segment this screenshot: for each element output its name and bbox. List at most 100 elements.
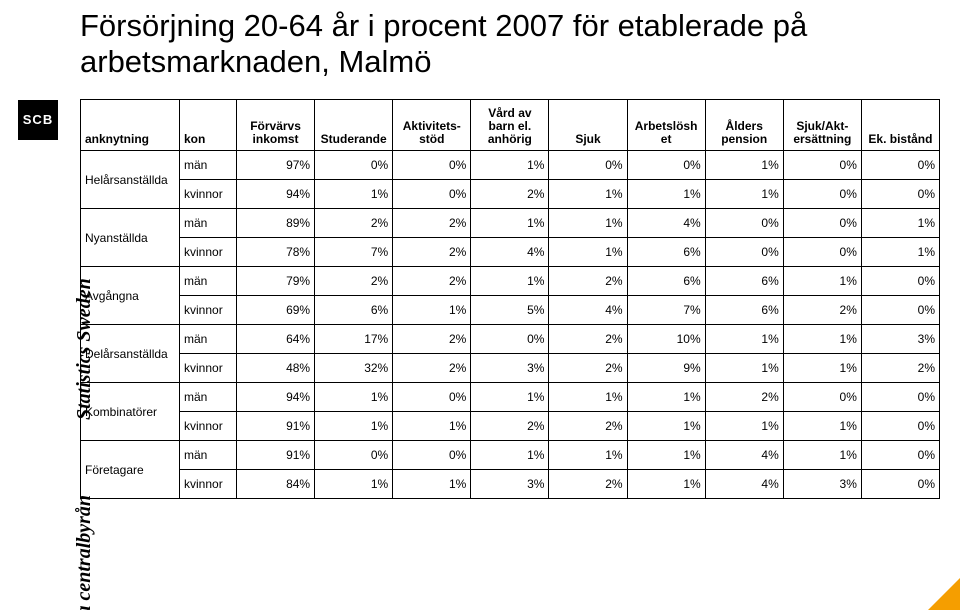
value-cell: 64% (237, 325, 315, 354)
value-cell: 78% (237, 238, 315, 267)
value-cell: 69% (237, 296, 315, 325)
value-cell: 1% (471, 383, 549, 412)
value-cell: 2% (393, 209, 471, 238)
value-cell: 1% (549, 238, 627, 267)
value-cell: 6% (705, 296, 783, 325)
value-cell: 10% (627, 325, 705, 354)
col-kon: kon (180, 100, 237, 151)
anknytning-cell: Helårsanställda (81, 151, 180, 209)
value-cell: 2% (393, 325, 471, 354)
kon-cell: kvinnor (180, 412, 237, 441)
value-cell: 0% (861, 296, 939, 325)
value-cell: 1% (627, 383, 705, 412)
value-cell: 7% (627, 296, 705, 325)
kon-cell: män (180, 383, 237, 412)
value-cell: 1% (861, 209, 939, 238)
value-cell: 0% (783, 238, 861, 267)
value-cell: 0% (783, 209, 861, 238)
value-cell: 2% (549, 354, 627, 383)
col-arbetsloshet: Arbetslösh et (627, 100, 705, 151)
value-cell: 4% (705, 441, 783, 470)
page-title: Försörjning 20-64 år i procent 2007 för … (80, 8, 940, 79)
value-cell: 1% (783, 354, 861, 383)
col-sjukakt: Sjuk/Akt- ersättning (783, 100, 861, 151)
col-studerande: Studerande (315, 100, 393, 151)
anknytning-cell: Företagare (81, 441, 180, 499)
table-row: Delårsanställdamän64%17%2%0%2%10%1%1%3% (81, 325, 940, 354)
value-cell: 1% (315, 180, 393, 209)
value-cell: 1% (471, 209, 549, 238)
value-cell: 0% (783, 151, 861, 180)
brand-sidebar: SCB Statistics Sweden Statistiska centra… (18, 100, 58, 592)
value-cell: 2% (549, 325, 627, 354)
value-cell: 2% (783, 296, 861, 325)
value-cell: 0% (861, 180, 939, 209)
value-cell: 0% (393, 383, 471, 412)
value-cell: 1% (705, 354, 783, 383)
value-cell: 0% (861, 412, 939, 441)
col-forvarvs: Förvärvs inkomst (237, 100, 315, 151)
value-cell: 1% (783, 325, 861, 354)
value-cell: 6% (705, 267, 783, 296)
table-row: kvinnor48%32%2%3%2%9%1%1%2% (81, 354, 940, 383)
value-cell: 1% (783, 441, 861, 470)
value-cell: 4% (471, 238, 549, 267)
corner-accent (928, 578, 960, 610)
kon-cell: kvinnor (180, 470, 237, 499)
value-cell: 89% (237, 209, 315, 238)
table-row: Nyanställdamän89%2%2%1%1%4%0%0%1% (81, 209, 940, 238)
value-cell: 2% (315, 267, 393, 296)
value-cell: 0% (705, 209, 783, 238)
anknytning-cell: Kombinatörer (81, 383, 180, 441)
value-cell: 1% (549, 180, 627, 209)
value-cell: 2% (549, 470, 627, 499)
value-cell: 1% (393, 470, 471, 499)
value-cell: 1% (549, 383, 627, 412)
value-cell: 0% (861, 441, 939, 470)
value-cell: 1% (315, 470, 393, 499)
col-vard: Vård av barn el. anhörig (471, 100, 549, 151)
value-cell: 2% (393, 267, 471, 296)
kon-cell: män (180, 267, 237, 296)
value-cell: 9% (627, 354, 705, 383)
value-cell: 0% (393, 151, 471, 180)
value-cell: 1% (393, 412, 471, 441)
scb-logo: SCB (18, 100, 58, 140)
value-cell: 0% (627, 151, 705, 180)
value-cell: 1% (783, 412, 861, 441)
table-row: Helårsanställdamän97%0%0%1%0%0%1%0%0% (81, 151, 940, 180)
col-bistand: Ek. bistånd (861, 100, 939, 151)
value-cell: 1% (627, 441, 705, 470)
table-row: kvinnor84%1%1%3%2%1%4%3%0% (81, 470, 940, 499)
anknytning-cell: Delårsanställda (81, 325, 180, 383)
value-cell: 4% (705, 470, 783, 499)
value-cell: 0% (393, 180, 471, 209)
value-cell: 0% (861, 470, 939, 499)
value-cell: 1% (705, 180, 783, 209)
kon-cell: män (180, 325, 237, 354)
value-cell: 4% (627, 209, 705, 238)
table-row: Företagaremän91%0%0%1%1%1%4%1%0% (81, 441, 940, 470)
value-cell: 2% (549, 267, 627, 296)
value-cell: 94% (237, 180, 315, 209)
value-cell: 3% (471, 470, 549, 499)
earnings-table: anknytning kon Förvärvs inkomst Studeran… (80, 99, 940, 499)
col-aktivitetsstod: Aktivitets- stöd (393, 100, 471, 151)
value-cell: 1% (393, 296, 471, 325)
value-cell: 2% (315, 209, 393, 238)
kon-cell: män (180, 209, 237, 238)
value-cell: 17% (315, 325, 393, 354)
value-cell: 3% (861, 325, 939, 354)
value-cell: 3% (783, 470, 861, 499)
value-cell: 1% (783, 267, 861, 296)
value-cell: 7% (315, 238, 393, 267)
table-row: kvinnor91%1%1%2%2%1%1%1%0% (81, 412, 940, 441)
value-cell: 0% (315, 441, 393, 470)
table-header-row: anknytning kon Förvärvs inkomst Studeran… (81, 100, 940, 151)
value-cell: 1% (549, 441, 627, 470)
value-cell: 6% (315, 296, 393, 325)
table-row: kvinnor69%6%1%5%4%7%6%2%0% (81, 296, 940, 325)
value-cell: 1% (471, 441, 549, 470)
value-cell: 1% (705, 325, 783, 354)
value-cell: 1% (861, 238, 939, 267)
